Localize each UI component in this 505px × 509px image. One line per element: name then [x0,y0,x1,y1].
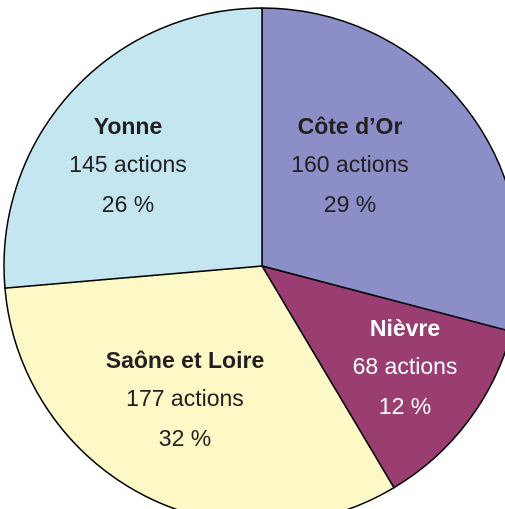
value-label: 160 actions [291,151,409,177]
percent-label: 26 % [102,191,154,217]
slice-name: Côte d’Or [298,113,403,139]
value-label: 177 actions [126,385,244,411]
slice-name: Saône et Loire [106,347,264,373]
pie-slice [261,7,505,331]
percent-label: 29 % [324,191,376,217]
percent-label: 12 % [379,393,431,419]
value-label: 145 actions [69,151,187,177]
value-label: 68 actions [353,353,458,379]
pie-slice [4,265,395,509]
pie-slice [3,7,263,289]
pie-slice [260,264,505,489]
percent-label: 32 % [159,425,211,451]
slice-name: Nièvre [370,315,440,341]
slice-name: Yonne [94,113,163,139]
